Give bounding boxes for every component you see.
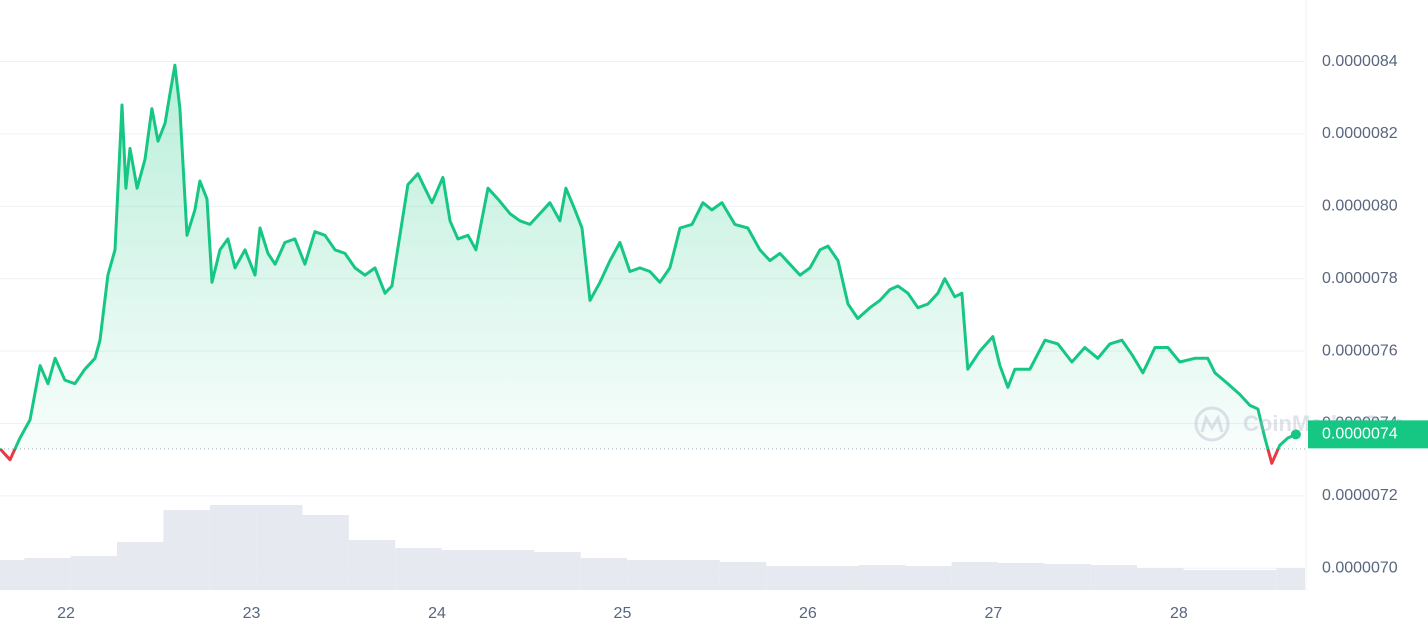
volume-bar — [998, 563, 1045, 590]
x-tick-label: 22 — [57, 605, 75, 622]
volume-bar — [24, 558, 71, 590]
price-area — [0, 65, 1296, 464]
volume-bar — [673, 560, 720, 590]
volume-bar — [905, 566, 952, 590]
volume-bar — [812, 566, 859, 590]
y-tick-label: 0.0000078 — [1322, 270, 1398, 287]
volume-bar — [395, 548, 442, 590]
volume-bar — [209, 505, 257, 590]
y-tick-label: 0.0000072 — [1322, 487, 1398, 504]
volume-bar — [1137, 568, 1184, 590]
volume-bar — [580, 558, 628, 590]
x-tick-label: 28 — [1170, 605, 1188, 622]
volume-bar — [766, 566, 813, 590]
y-tick-label: 0.0000070 — [1322, 560, 1398, 577]
volume-bar — [487, 550, 535, 590]
volume-bar — [302, 515, 349, 590]
volume-bar — [1044, 564, 1091, 590]
y-tick-label: 0.0000076 — [1322, 342, 1398, 359]
x-tick-label: 27 — [985, 605, 1003, 622]
y-tick-label: 0.0000080 — [1322, 198, 1398, 215]
volume-bar — [719, 562, 767, 590]
volume-bar — [1229, 570, 1277, 590]
volume-bar — [534, 552, 581, 590]
watermark-logo-mark — [1200, 414, 1224, 433]
y-tick-label: 0.0000084 — [1322, 53, 1398, 70]
y-tick-label: 0.0000082 — [1322, 125, 1398, 142]
watermark-logo — [1194, 406, 1230, 442]
volume-bar — [627, 560, 674, 590]
x-tick-label: 23 — [243, 605, 261, 622]
volume-bar — [117, 542, 164, 590]
last-point — [1290, 429, 1301, 440]
volume-bar — [951, 562, 999, 590]
volume-bar — [441, 550, 488, 590]
current-price-box — [1308, 420, 1428, 449]
volume-bar — [858, 565, 906, 590]
volume-bar — [1276, 568, 1305, 590]
volume-bar — [348, 540, 396, 590]
volume-bar — [163, 510, 210, 590]
x-tick-label: 26 — [799, 605, 817, 622]
current-price-label: 0.0000074 — [1322, 426, 1398, 443]
price-line — [0, 63, 1297, 465]
volume-bar — [256, 505, 303, 590]
volume-bar — [70, 556, 118, 590]
x-tick-label: 25 — [614, 605, 632, 622]
x-tick-label: 24 — [428, 605, 446, 622]
volume-bar — [1090, 565, 1138, 590]
volume-bar — [1183, 570, 1230, 590]
